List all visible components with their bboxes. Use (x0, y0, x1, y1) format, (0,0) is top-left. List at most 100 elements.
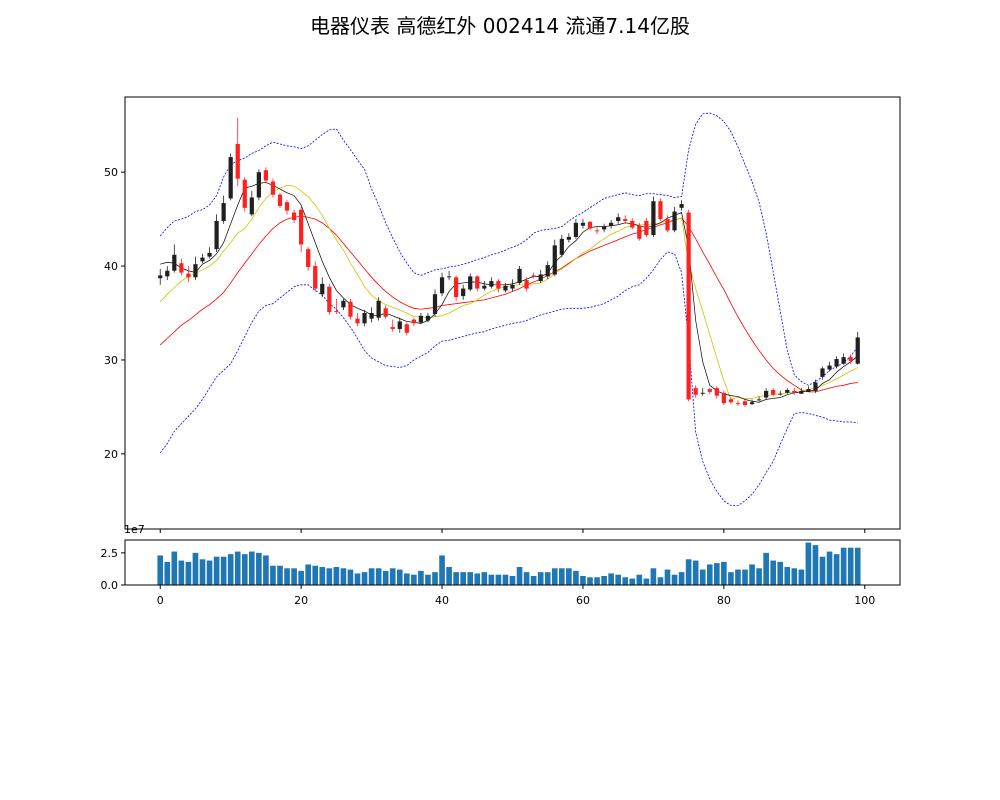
candlestick (630, 218, 635, 230)
candle-body (468, 276, 473, 290)
candle-body (764, 390, 769, 398)
candlestick (524, 277, 529, 292)
volume-bar (791, 568, 798, 585)
candlestick (291, 209, 297, 223)
candle-body (756, 399, 762, 401)
candlestick (799, 388, 804, 394)
candle-body (510, 284, 515, 289)
candlestick (390, 319, 395, 332)
volume-bar (728, 572, 734, 585)
volume-bar (277, 565, 283, 585)
chart-title: 电器仪表 高德红外 002414 流通7.14亿股 (310, 14, 690, 38)
volume-bar (389, 568, 396, 585)
candlestick (242, 176, 247, 212)
volume-bar (263, 555, 269, 585)
candlestick (552, 239, 557, 277)
volume-bar (784, 567, 791, 585)
volume-bar (368, 568, 375, 585)
candle-body (848, 357, 853, 361)
candlestick (651, 196, 656, 237)
candle-body (630, 220, 635, 228)
candlestick (432, 289, 438, 317)
candlestick (587, 220, 593, 231)
candlestick (686, 209, 691, 402)
volume-bar (418, 570, 424, 585)
candle-body (785, 390, 790, 393)
candlestick (200, 253, 205, 264)
volume-bar (608, 573, 614, 585)
candle-body (721, 392, 726, 404)
candlestick (623, 215, 628, 224)
candlestick (165, 266, 170, 281)
candlestick (517, 266, 522, 285)
volume-bar (467, 572, 474, 585)
candlestick (158, 268, 163, 285)
volume-bar (573, 570, 579, 585)
candlestick (299, 206, 304, 252)
candlestick (439, 272, 445, 297)
volume-bar (523, 572, 530, 585)
price-axes-frame (124, 96, 901, 530)
volume-bar (164, 561, 171, 585)
volume-bar (854, 547, 861, 585)
volume-bar (671, 574, 678, 585)
volume-bar (664, 569, 671, 585)
candlestick (785, 388, 790, 394)
candle-body (376, 300, 381, 318)
candlestick (383, 305, 388, 319)
volume-bar (819, 556, 826, 585)
candle-body (623, 219, 628, 221)
candlestick (764, 388, 769, 400)
candle-body (742, 401, 748, 406)
candle-body (573, 222, 579, 237)
candle-body (263, 170, 269, 181)
volume-bar (432, 572, 438, 585)
candlestick (207, 247, 212, 259)
candle-body (158, 275, 163, 279)
volume-bar (460, 572, 466, 585)
volume-bar (678, 572, 685, 585)
candlestick (538, 269, 543, 283)
volume-bar (847, 547, 854, 585)
candle-body (855, 337, 860, 364)
candlestick (792, 388, 797, 395)
volume-bar (291, 568, 297, 585)
volume-bar (382, 570, 389, 585)
candle-body (771, 390, 776, 395)
candle-body (291, 212, 297, 221)
candle-body (397, 321, 402, 329)
volume-bar (481, 572, 488, 585)
candle-body (587, 221, 593, 229)
candlestick (418, 313, 424, 325)
volume-bar (601, 576, 607, 585)
candlestick (475, 275, 480, 292)
volume-bar (756, 568, 762, 585)
candle-body (207, 252, 212, 257)
candle-body (503, 285, 508, 291)
volume-bar (474, 573, 481, 585)
candle-body (186, 273, 191, 278)
candle-body (594, 230, 600, 232)
volume-bar (749, 564, 755, 585)
candle-body (439, 277, 445, 294)
volume-bar (453, 572, 459, 585)
volume-bar (580, 576, 586, 585)
candlestick (193, 256, 198, 281)
volume-bar (615, 574, 621, 585)
candlestick (672, 206, 677, 233)
volume-bar (699, 569, 706, 585)
volume-offset-text: 1e7 (124, 523, 145, 536)
candlestick (313, 261, 318, 292)
candle-body (299, 209, 304, 245)
candle-body (334, 311, 339, 313)
price-x-axis (159, 529, 866, 533)
candlestick (496, 279, 501, 293)
candlestick (482, 281, 487, 291)
candlestick (397, 317, 402, 333)
volume-bar (354, 573, 361, 585)
ma-fast-line (160, 182, 858, 403)
candlestick (749, 399, 755, 406)
candlestick (249, 190, 254, 217)
candlestick (693, 385, 698, 398)
